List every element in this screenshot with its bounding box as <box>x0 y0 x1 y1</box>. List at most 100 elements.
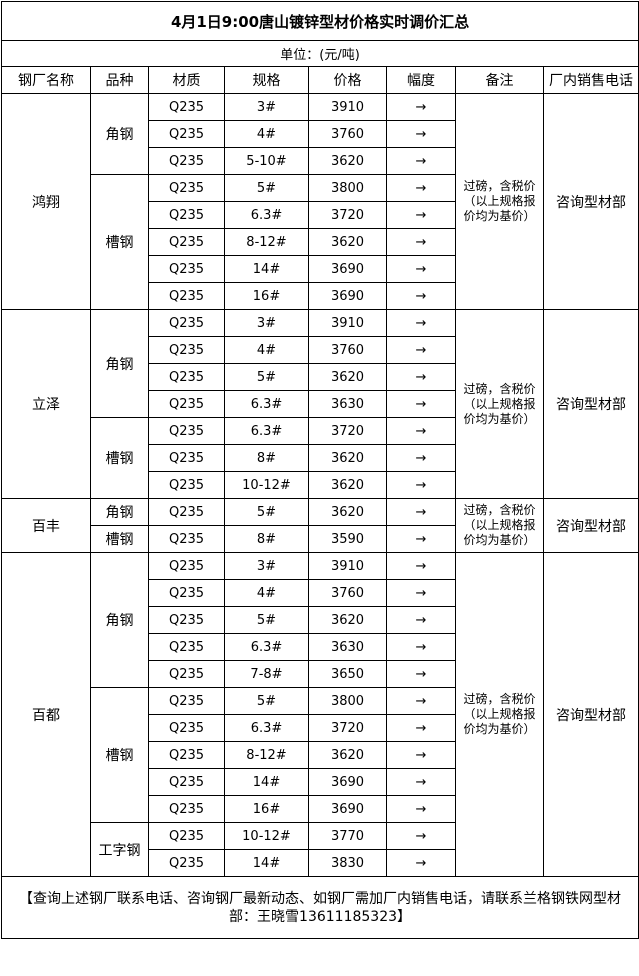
material-cell: Q235 <box>148 849 225 877</box>
header-row: 钢厂名称 品种 材质 规格 价格 幅度 备注 厂内销售电话 <box>1 66 639 94</box>
change-arrow-icon: → <box>386 552 456 580</box>
spec-cell: 14# <box>224 849 309 877</box>
header-remark: 备注 <box>455 66 544 94</box>
table-row: 百丰 角钢 Q235 5# 3620 → 过磅，含税价（以上规格报价均为基价） 咨询型材部 <box>1 498 639 553</box>
change-arrow-icon: → <box>386 741 456 769</box>
material-cell: Q235 <box>148 552 225 580</box>
spec-cell: 5-10# <box>224 147 309 175</box>
price-cell: 3620 <box>308 147 387 175</box>
table-row: Q235 8-12# 3620 → <box>2 741 639 769</box>
remark-cell: 过磅，含税价（以上规格报价均为基价） <box>455 498 544 553</box>
material-cell: Q235 <box>148 579 225 607</box>
change-arrow-icon: → <box>386 498 456 526</box>
change-arrow-icon: → <box>386 444 456 472</box>
price-cell: 3760 <box>308 336 387 364</box>
price-cell: 3590 <box>308 525 387 553</box>
material-cell: Q235 <box>148 822 225 850</box>
material-cell: Q235 <box>148 417 225 445</box>
header-material: 材质 <box>148 66 225 94</box>
spec-cell: 3# <box>224 552 309 580</box>
variety-name: 槽钢 <box>90 525 149 553</box>
footer-contact-note: 【查询上述钢厂联系电话、咨询钢厂最新动态、如钢厂需加厂内销售电话，请联系兰格钢铁… <box>0 876 639 939</box>
price-cell: 3760 <box>308 579 387 607</box>
spec-cell: 6.3# <box>224 390 309 418</box>
spec-cell: 16# <box>224 282 309 310</box>
price-cell: 3910 <box>308 552 387 580</box>
spec-cell: 8-12# <box>224 228 309 256</box>
table-row: Q235 14# 3830 → <box>2 849 639 877</box>
remark-cell: 过磅，含税价（以上规格报价均为基价） <box>455 309 544 499</box>
price-cell: 3620 <box>308 471 387 499</box>
spec-cell: 8# <box>224 444 309 472</box>
spec-cell: 14# <box>224 255 309 283</box>
variety-name: 工字钢 <box>90 822 149 877</box>
table-row: 槽钢 Q235 5# 3800 → <box>2 687 639 823</box>
table-row: 百都 角钢 Q235 3# 3910 → 过磅，含税价（以上规格报价均为基价） 咨询型材部 <box>1 552 639 877</box>
material-cell: Q235 <box>148 174 225 202</box>
price-cell: 3800 <box>308 174 387 202</box>
table-row: Q235 4# 3760 → <box>2 120 639 148</box>
header-mill: 钢厂名称 <box>1 66 91 94</box>
material-cell: Q235 <box>148 255 225 283</box>
material-cell: Q235 <box>148 444 225 472</box>
phone-cell: 咨询型材部 <box>542 552 639 877</box>
spec-cell: 10-12# <box>224 822 309 850</box>
header-price: 价格 <box>308 66 387 94</box>
price-cell: 3770 <box>308 822 387 850</box>
variety-name: 槽钢 <box>90 687 149 823</box>
table-row: Q235 7-8# 3650 → <box>2 660 639 688</box>
material-cell: Q235 <box>148 606 225 634</box>
phone-cell: 咨询型材部 <box>542 309 639 499</box>
header-change: 幅度 <box>386 66 456 94</box>
spec-cell: 6.3# <box>224 714 309 742</box>
price-cell: 3620 <box>308 606 387 634</box>
price-cell: 3620 <box>308 741 387 769</box>
price-cell: 3910 <box>308 309 387 337</box>
spec-cell: 8-12# <box>224 741 309 769</box>
spec-cell: 4# <box>224 579 309 607</box>
price-cell: 3690 <box>308 768 387 796</box>
price-cell: 3630 <box>308 390 387 418</box>
change-arrow-icon: → <box>386 822 456 850</box>
spec-cell: 14# <box>224 768 309 796</box>
mill-name: 百都 <box>1 552 91 877</box>
table-row: Q235 16# 3690 → <box>2 282 639 310</box>
material-cell: Q235 <box>148 795 225 823</box>
change-arrow-icon: → <box>386 795 456 823</box>
variety-name: 角钢 <box>90 498 149 526</box>
spec-cell: 4# <box>224 120 309 148</box>
page-title: 4月1日9:00唐山镀锌型材价格实时调价汇总 <box>0 1 639 41</box>
price-cell: 3620 <box>308 228 387 256</box>
table-row: Q235 8-12# 3620 → <box>2 228 639 256</box>
change-arrow-icon: → <box>386 417 456 445</box>
spec-cell: 3# <box>224 309 309 337</box>
header-spec: 规格 <box>224 66 309 94</box>
table-row: Q235 8# 3620 → <box>2 444 639 472</box>
variety-name: 角钢 <box>90 93 149 175</box>
change-arrow-icon: → <box>386 687 456 715</box>
material-cell: Q235 <box>148 633 225 661</box>
change-arrow-icon: → <box>386 282 456 310</box>
price-cell: 3650 <box>308 660 387 688</box>
table-row: Q235 4# 3760 → <box>2 579 639 607</box>
phone-cell: 咨询型材部 <box>542 93 639 310</box>
price-cell: 3620 <box>308 498 387 526</box>
table-row: Q235 10-12# 3620 → <box>2 471 639 499</box>
price-cell: 3910 <box>308 93 387 121</box>
spec-cell: 10-12# <box>224 471 309 499</box>
material-cell: Q235 <box>148 471 225 499</box>
table-row: Q235 5# 3620 → <box>2 606 639 634</box>
change-arrow-icon: → <box>386 525 456 553</box>
material-cell: Q235 <box>148 498 225 526</box>
price-cell: 3690 <box>308 795 387 823</box>
variety-name: 角钢 <box>90 309 149 418</box>
spec-cell: 5# <box>224 174 309 202</box>
mill-name: 鸿翔 <box>1 93 91 310</box>
table-row: Q235 5-10# 3620 → <box>2 147 639 175</box>
change-arrow-icon: → <box>386 147 456 175</box>
price-cell: 3690 <box>308 255 387 283</box>
table-row: Q235 16# 3690 → <box>2 795 639 823</box>
change-arrow-icon: → <box>386 390 456 418</box>
material-cell: Q235 <box>148 282 225 310</box>
change-arrow-icon: → <box>386 93 456 121</box>
